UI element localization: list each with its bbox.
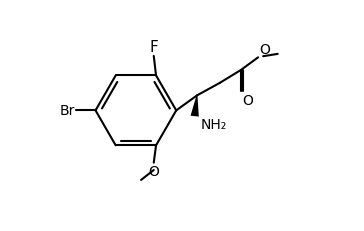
Text: NH₂: NH₂: [201, 118, 227, 132]
Text: O: O: [259, 43, 270, 57]
Polygon shape: [191, 96, 199, 117]
Text: O: O: [148, 165, 159, 179]
Text: Br: Br: [59, 104, 75, 118]
Text: F: F: [149, 39, 158, 54]
Text: O: O: [242, 93, 253, 107]
